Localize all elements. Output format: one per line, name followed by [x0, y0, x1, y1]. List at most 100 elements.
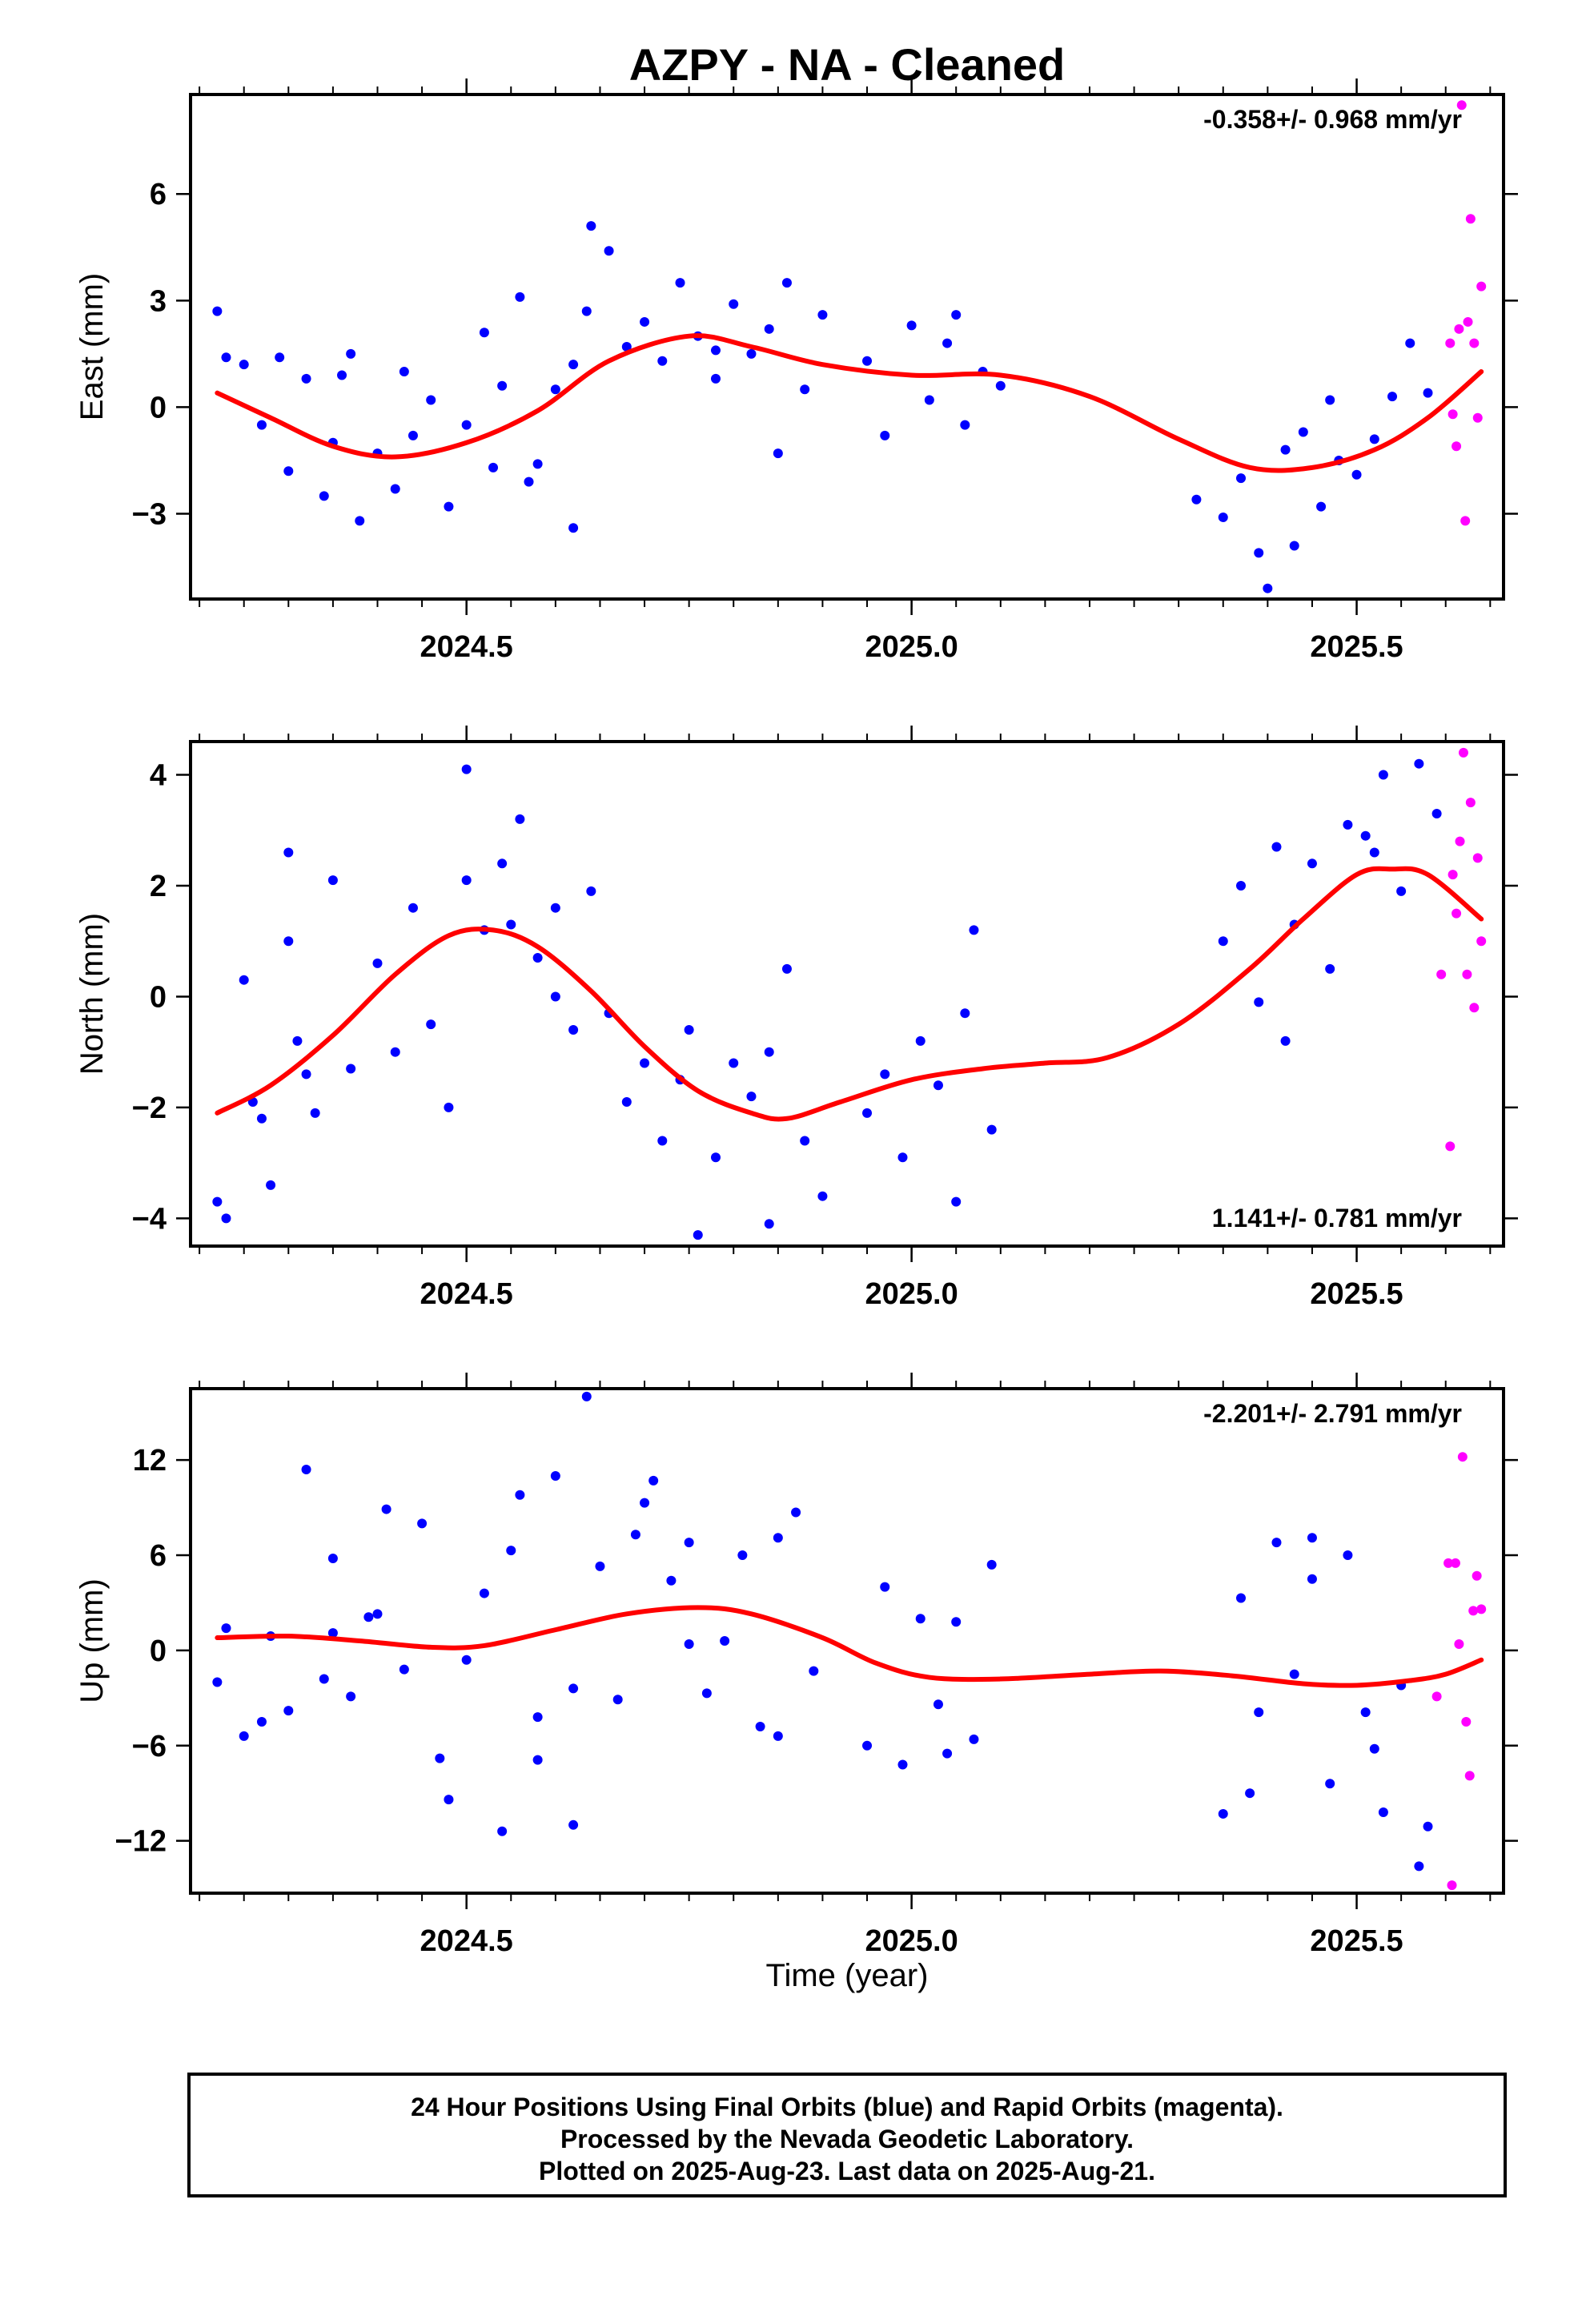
up-final-point [773, 1731, 783, 1741]
up-rapid-point [1447, 1880, 1457, 1891]
up-final-point [327, 1628, 338, 1638]
east-rapid-point [1454, 324, 1464, 334]
north-final-point [1369, 847, 1379, 858]
up-final-point [515, 1490, 525, 1500]
east-final-point [773, 448, 783, 459]
up-final-point [506, 1546, 516, 1556]
up-final-point [399, 1664, 409, 1675]
east-y-axis-label: East (mm) [74, 273, 110, 420]
up-rapid-point [1454, 1638, 1464, 1649]
up-final-point [319, 1674, 329, 1684]
up-final-point [915, 1614, 926, 1624]
north-final-point [933, 1080, 943, 1091]
up-final-point [327, 1553, 338, 1563]
up-final-point [951, 1617, 962, 1627]
east-final-point [515, 292, 525, 302]
up-final-point [1343, 1550, 1353, 1561]
up-final-point [532, 1712, 543, 1723]
east-rapid-point [1460, 516, 1471, 526]
north-x-tick-label: 2025.0 [865, 1277, 958, 1311]
north-final-point [461, 875, 472, 886]
east-final-point [444, 501, 454, 512]
up-final-point [363, 1612, 374, 1622]
north-final-point [711, 1152, 721, 1163]
east-rapid-point [1476, 281, 1487, 292]
north-final-point [497, 858, 508, 869]
north-final-point [1280, 1035, 1291, 1046]
east-final-point [212, 306, 223, 316]
east-plot-frame [189, 93, 1505, 601]
up-final-point [933, 1699, 943, 1710]
east-final-point [1387, 392, 1398, 402]
north-final-point [292, 1035, 303, 1046]
panel-up: 2024.5 2025.0 2025.5 −12 −6 0 6 12 Up (mm) -2.201… [74, 1373, 1518, 1958]
up-final-point [1325, 1779, 1335, 1789]
up-final-point [301, 1465, 311, 1475]
north-final-point [1236, 881, 1246, 891]
east-y-tick-label: 6 [150, 178, 167, 211]
up-rapid-point [1472, 1570, 1482, 1581]
up-rapid-point [1443, 1558, 1454, 1568]
up-final-point [239, 1731, 249, 1741]
up-y-tick-label: −6 [132, 1730, 167, 1763]
east-final-point [497, 380, 508, 391]
up-x-tick-label: 2024.5 [420, 1924, 513, 1958]
up-final-point [595, 1561, 605, 1571]
north-final-point [1307, 858, 1317, 869]
east-final-point [568, 360, 579, 370]
north-final-point [897, 1152, 908, 1163]
north-x-tick-label: 2025.5 [1310, 1277, 1403, 1311]
north-rapid-point [1472, 853, 1483, 863]
east-final-point [746, 348, 757, 359]
east-final-point [1369, 434, 1379, 444]
up-rapid-point [1457, 1452, 1468, 1462]
east-final-point [1298, 427, 1308, 437]
north-final-point [426, 1019, 436, 1030]
east-rapid-point [1465, 214, 1476, 224]
north-final-point [283, 847, 294, 858]
north-final-point [408, 903, 418, 913]
up-final-point [1254, 1707, 1264, 1718]
north-final-point [221, 1213, 231, 1224]
north-final-point [684, 1025, 694, 1035]
up-final-point [381, 1504, 391, 1514]
north-final-point [444, 1102, 454, 1112]
north-final-point [915, 1035, 926, 1046]
up-final-point [1414, 1861, 1424, 1872]
north-x-tick-label: 2024.5 [420, 1277, 513, 1311]
north-final-point [283, 936, 294, 947]
up-final-point [666, 1575, 677, 1586]
up-final-point [1378, 1807, 1388, 1817]
north-final-point [266, 1180, 276, 1190]
north-final-point [781, 963, 792, 974]
north-rapid-point [1458, 747, 1468, 758]
north-y-tick-label: 2 [150, 870, 167, 903]
footer-line-2: Processed by the Nevada Geodetic Laborat… [560, 2125, 1134, 2153]
east-final-point [337, 370, 347, 380]
up-final-point [417, 1518, 428, 1529]
up-final-point [942, 1748, 953, 1759]
east-final-point [461, 420, 472, 430]
north-final-point [550, 903, 560, 913]
east-final-point [390, 484, 400, 494]
north-rapid-point [1445, 1141, 1456, 1152]
east-final-point [488, 462, 499, 472]
panel-east: 2024.5 2025.0 2025.5 −3 0 3 6 East (mm) -0.358+/… [74, 78, 1518, 664]
panel-north: 2024.5 2025.0 2025.5 −4 −2 0 2 4 North (mm) 1.141… [74, 726, 1518, 1311]
east-final-point [1423, 388, 1433, 398]
up-final-point [550, 1470, 560, 1481]
east-rate-label: -0.358+/- 0.968 mm/yr [1203, 105, 1462, 134]
up-final-point [256, 1717, 267, 1727]
east-final-point [301, 373, 311, 384]
north-final-point [764, 1047, 774, 1057]
east-final-point [479, 328, 489, 338]
up-final-point [372, 1609, 383, 1619]
north-final-point [327, 875, 338, 886]
east-final-point [711, 345, 721, 356]
east-final-point [951, 310, 962, 320]
east-final-point [880, 430, 890, 440]
east-y-tick-label: −3 [132, 498, 167, 532]
north-final-point [746, 1092, 757, 1102]
east-fit-curve [215, 333, 1484, 473]
